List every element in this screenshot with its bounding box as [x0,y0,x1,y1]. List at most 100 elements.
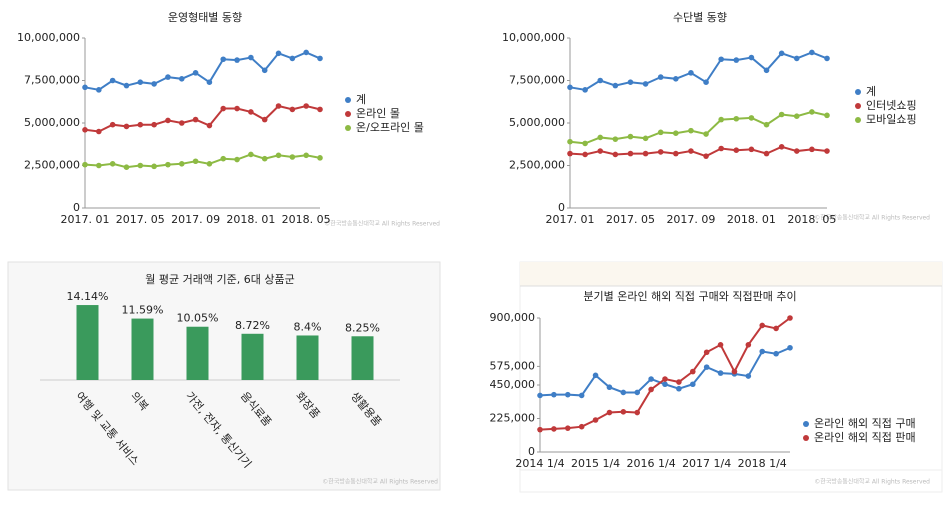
point [824,112,830,119]
point [620,409,627,415]
point [718,145,724,152]
legend-label: 온/오프라인 몰 [356,121,424,134]
point [567,138,573,145]
series-line [569,110,828,145]
point [96,162,102,169]
series-line [84,153,321,169]
point [689,381,696,388]
point [178,120,185,126]
value-label: 8.4% [294,320,322,333]
point [192,70,199,76]
x-tick-label: 2015 1/4 [571,457,620,470]
point [206,161,213,167]
legend-label: 인터넷쇼핑 [866,99,917,112]
x-tick-label: 2017. 09 [171,213,220,226]
chart-title: 월 평균 거래액 기준, 6대 상품군 [145,273,294,286]
point [763,121,770,128]
point [206,122,213,129]
point [261,67,268,74]
point [151,163,157,170]
point [634,409,641,416]
value-label: 8.25% [345,321,380,334]
point [234,156,240,163]
point [642,81,649,87]
point [567,84,573,91]
point [809,109,815,115]
x-tick-label: 2018 1/4 [738,457,787,470]
bar [186,326,209,380]
x-tick-label: 2018. 01 [727,213,776,226]
value-label: 14.14% [67,290,109,303]
bar [241,333,264,380]
point [703,349,710,356]
watermark: ©한국방송통신대학교 All Rights Reserved [814,478,930,486]
y-tick-label: 575,000 [490,359,536,372]
point [303,49,309,56]
y-tick-label: 2,500,000 [509,159,565,172]
point [657,74,664,80]
point [809,49,815,56]
point [718,116,724,123]
series-line [84,104,321,133]
point [731,368,738,375]
point [220,155,227,162]
point [703,131,709,137]
series-line [84,51,321,91]
point [248,151,254,158]
point [824,148,830,154]
point [793,148,800,154]
point [673,150,679,157]
x-tick-label: 2014 1/4 [515,457,564,470]
series-line [569,51,828,91]
legend-swatch [803,421,809,427]
point [606,384,613,391]
watermark: ©한국방송통신대학교 All Rights Reserved [324,220,440,228]
point [688,70,694,76]
y-tick-label: 10,000,000 [502,31,565,44]
point [648,376,654,382]
point [745,373,752,379]
y-tick-label: 5,000,000 [509,116,565,129]
point [165,117,171,124]
y-tick-label: 900,000 [490,311,536,324]
point [688,148,694,154]
point [592,372,599,379]
legend-swatch [803,435,809,441]
point [261,155,268,162]
bar [296,335,319,380]
legend-label: 계 [866,85,876,98]
point [109,77,116,84]
point [123,123,130,130]
point [82,84,88,91]
y-tick-label: 450,000 [490,378,536,391]
point [151,121,157,128]
point [745,342,752,348]
legend-swatch [345,125,351,131]
point [582,140,588,147]
point [662,381,668,388]
point [688,127,694,134]
point [234,57,240,63]
point [178,161,185,167]
point [606,409,613,416]
point [165,161,171,168]
point [748,115,755,121]
point [763,150,770,157]
point [275,152,282,159]
value-label: 10.05% [177,312,219,325]
point [824,55,830,62]
legend-label: 모바일쇼핑 [866,112,917,126]
point [612,136,619,142]
point [289,55,296,62]
point [703,79,709,85]
point [748,146,755,153]
point [627,133,634,140]
legend-swatch [345,97,351,103]
x-tick-label: 2017. 05 [116,213,165,226]
point [787,344,793,351]
legend-swatch [855,103,861,109]
y-tick-label: 225,000 [490,412,536,425]
point [763,67,770,74]
point [564,425,571,431]
x-tick-label: 2017. 09 [666,213,715,226]
